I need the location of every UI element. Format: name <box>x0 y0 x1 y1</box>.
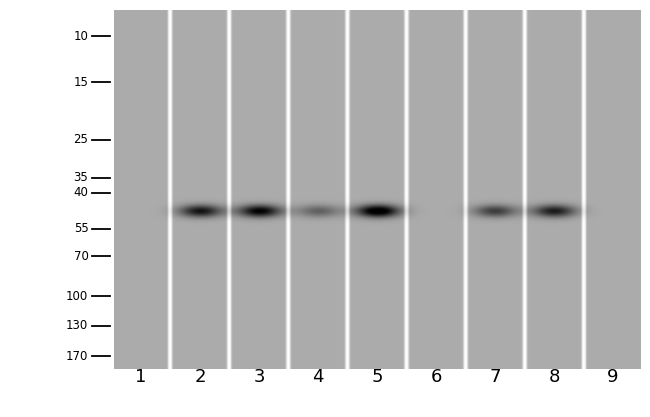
Text: 55: 55 <box>73 222 88 235</box>
Text: 5: 5 <box>371 368 383 386</box>
Text: 10: 10 <box>73 30 88 43</box>
Text: 15: 15 <box>73 75 88 89</box>
Text: 130: 130 <box>66 319 88 332</box>
Text: 4: 4 <box>312 368 324 386</box>
Text: 3: 3 <box>254 368 265 386</box>
Text: 100: 100 <box>66 290 88 303</box>
Text: 9: 9 <box>607 368 619 386</box>
Text: 7: 7 <box>489 368 500 386</box>
Text: 2: 2 <box>194 368 206 386</box>
Text: 25: 25 <box>73 133 88 146</box>
Text: 8: 8 <box>549 368 560 386</box>
Text: 1: 1 <box>135 368 147 386</box>
Text: 40: 40 <box>73 186 88 199</box>
Text: 170: 170 <box>66 350 88 363</box>
Text: 6: 6 <box>430 368 442 386</box>
Text: 35: 35 <box>73 171 88 184</box>
Text: 70: 70 <box>73 249 88 263</box>
